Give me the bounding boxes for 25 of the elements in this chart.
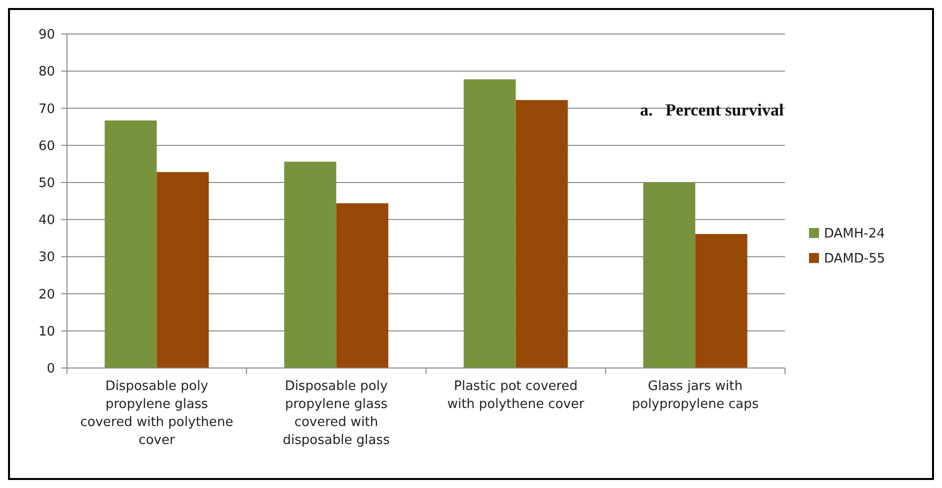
bar bbox=[464, 79, 516, 368]
y-tick-label: 50 bbox=[38, 176, 55, 191]
y-tick-label: 70 bbox=[38, 102, 55, 117]
y-tick-label: 90 bbox=[38, 28, 55, 43]
y-tick-label: 10 bbox=[38, 324, 55, 340]
x-tick-label: Plastic pot covered with polythene cover bbox=[447, 379, 585, 412]
y-tick-label: 40 bbox=[38, 213, 55, 228]
bar bbox=[104, 120, 157, 368]
y-tick-label: 60 bbox=[38, 138, 55, 154]
y-tick-label: 20 bbox=[38, 287, 55, 302]
bar bbox=[336, 203, 388, 368]
bar bbox=[284, 162, 336, 368]
legend-label: DAMD-55 bbox=[824, 252, 886, 267]
y-tick-label: 0 bbox=[46, 362, 55, 377]
bar bbox=[156, 172, 209, 368]
bar bbox=[516, 100, 568, 368]
legend-label: DAMH-24 bbox=[824, 226, 885, 242]
y-tick-label: 30 bbox=[38, 250, 55, 266]
x-tick-label: Disposable poly propylene glass covered with polythene cover bbox=[80, 379, 234, 448]
x-tick-label: Glass jars with polypropylene caps bbox=[632, 379, 759, 412]
x-tick-label: Disposable poly propylene glass covered with disposable glass bbox=[282, 379, 390, 448]
text: a. Percent survival bbox=[640, 100, 784, 120]
y-tick-label: 80 bbox=[38, 64, 55, 80]
bar bbox=[695, 234, 748, 368]
bar bbox=[643, 182, 696, 368]
